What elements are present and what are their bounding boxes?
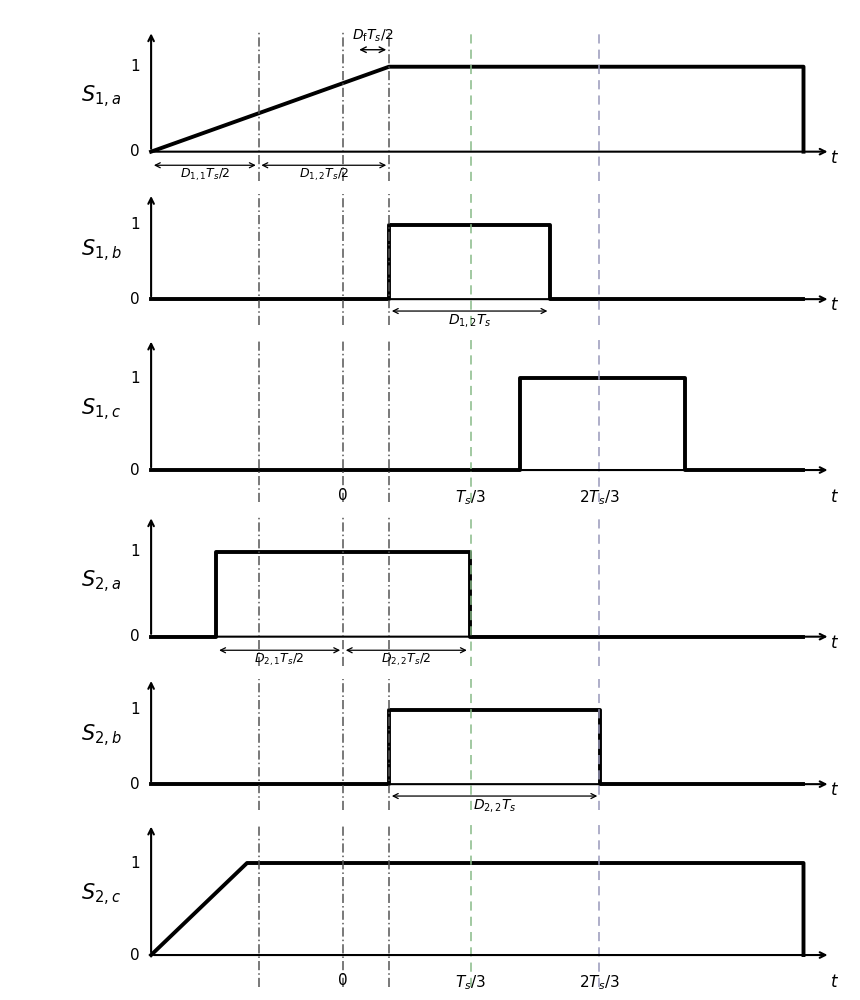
Text: 1: 1 <box>130 544 139 559</box>
Text: 1: 1 <box>130 856 139 871</box>
Text: 0: 0 <box>130 292 139 307</box>
Text: 0: 0 <box>130 629 139 644</box>
Text: 1: 1 <box>130 702 139 717</box>
Text: 1: 1 <box>130 59 139 74</box>
Text: $S_{2,c}$: $S_{2,c}$ <box>82 882 121 908</box>
Text: $D_{2,2}T_s$: $D_{2,2}T_s$ <box>473 797 517 814</box>
Text: $D_{1,1}T_s/2$: $D_{1,1}T_s/2$ <box>180 166 230 183</box>
Text: $D_{2,2}T_s/2$: $D_{2,2}T_s/2$ <box>381 651 432 668</box>
Text: $S_{1,c}$: $S_{1,c}$ <box>82 397 121 423</box>
Text: $2T_s/3$: $2T_s/3$ <box>579 488 619 507</box>
Text: $2T_s/3$: $2T_s/3$ <box>579 973 619 992</box>
Text: 0: 0 <box>338 973 347 988</box>
Text: $D_{1,2}T_s$: $D_{1,2}T_s$ <box>448 312 492 329</box>
Text: $T_s/3$: $T_s/3$ <box>455 973 486 992</box>
Text: 0: 0 <box>130 144 139 159</box>
Text: $D_{1,2}T_s/2$: $D_{1,2}T_s/2$ <box>298 166 349 183</box>
Text: $S_{1,a}$: $S_{1,a}$ <box>81 83 121 110</box>
Text: $t$: $t$ <box>831 973 839 991</box>
Text: 1: 1 <box>130 217 139 232</box>
Text: $T_s/3$: $T_s/3$ <box>455 488 486 507</box>
Text: $t$: $t$ <box>831 488 839 506</box>
Text: 0: 0 <box>130 948 139 963</box>
Text: 0: 0 <box>130 463 139 478</box>
Text: 0: 0 <box>130 777 139 792</box>
Text: $t$: $t$ <box>831 149 839 167</box>
Text: $S_{1,b}$: $S_{1,b}$ <box>81 238 121 264</box>
Text: $D_{2,1}T_s/2$: $D_{2,1}T_s/2$ <box>255 651 305 668</box>
Text: $D_\mathrm{f}T_s/2$: $D_\mathrm{f}T_s/2$ <box>352 27 394 44</box>
Text: 1: 1 <box>130 371 139 386</box>
Text: $t$: $t$ <box>831 634 839 652</box>
Text: $S_{2,b}$: $S_{2,b}$ <box>81 723 121 749</box>
Text: $S_{2,a}$: $S_{2,a}$ <box>81 568 121 595</box>
Text: 0: 0 <box>338 488 347 503</box>
Text: $t$: $t$ <box>831 781 839 799</box>
Text: $t$: $t$ <box>831 296 839 314</box>
